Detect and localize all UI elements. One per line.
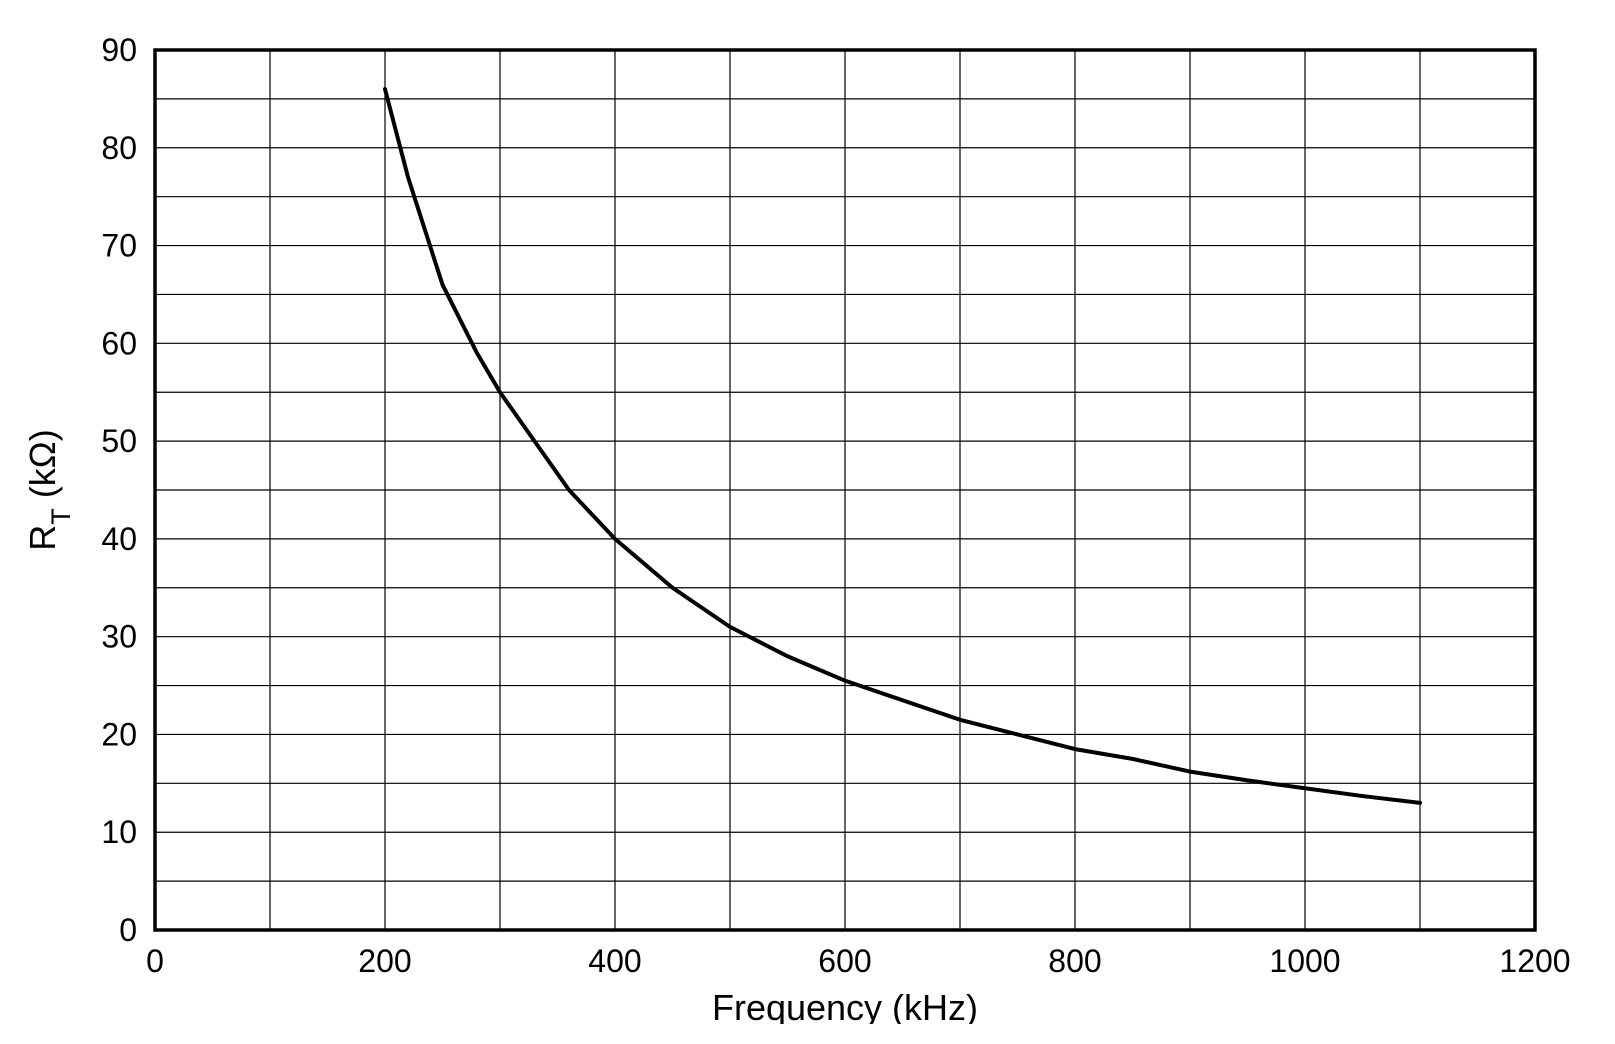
chart-container: 0 200 400 600 800 1000 1200 0 10 20 30 40 50 60 70 80 90… [20, 20, 1595, 1024]
x-tick-label: 800 [1048, 943, 1101, 979]
x-tick-label: 400 [588, 943, 641, 979]
x-tick-label: 200 [358, 943, 411, 979]
y-tick-label: 90 [101, 32, 137, 68]
y-tick-label: 30 [101, 619, 137, 655]
y-tick-label: 40 [101, 521, 137, 557]
x-tick-label: 1200 [1499, 943, 1570, 979]
x-tick-label: 600 [818, 943, 871, 979]
x-tick-label: 0 [146, 943, 164, 979]
y-tick-label: 80 [101, 130, 137, 166]
line-chart: 0 200 400 600 800 1000 1200 0 10 20 30 40 50 60 70 80 90… [20, 20, 1595, 1024]
x-axis-label: Frequency (kHz) [712, 987, 978, 1024]
y-tick-label: 10 [101, 814, 137, 850]
y-tick-label: 60 [101, 325, 137, 361]
x-tick-label: 1000 [1269, 943, 1340, 979]
y-tick-label: 50 [101, 423, 137, 459]
y-tick-label: 0 [119, 912, 137, 948]
y-tick-label: 20 [101, 716, 137, 752]
y-tick-label: 70 [101, 228, 137, 264]
